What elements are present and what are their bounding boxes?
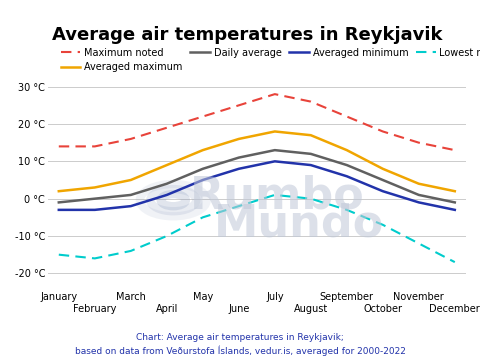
Text: February: February [73,304,117,314]
Averaged maximum [416,181,421,186]
Daily average [236,156,241,160]
Lowest noted [308,197,313,201]
Averaged minimum [416,200,421,204]
Averaged maximum [344,148,349,152]
Text: July: July [266,292,284,302]
Averaged maximum [92,185,97,190]
Text: March: March [116,292,146,302]
Maximum noted [56,144,61,149]
Averaged minimum [380,189,385,193]
Maximum noted [200,114,205,119]
Daily average [128,193,133,197]
Lowest noted [164,234,169,238]
Maximum noted [236,103,241,108]
Averaged minimum [344,174,349,179]
Daily average [200,167,205,171]
Daily average [380,178,385,182]
Lowest noted [416,241,421,246]
Lowest noted [236,204,241,208]
Averaged maximum [272,129,277,134]
Averaged minimum [308,163,313,167]
Averaged minimum [128,204,133,208]
Averaged maximum [308,133,313,138]
Lowest noted [272,193,277,197]
Daily average [56,200,61,204]
Lowest noted [56,252,61,257]
Maximum noted [272,92,277,96]
Averaged minimum [92,208,97,212]
Lowest noted [380,222,385,227]
Text: September: September [320,292,374,302]
Text: April: April [156,304,178,314]
Daily average [164,181,169,186]
Averaged maximum [452,189,457,193]
Averaged maximum [380,167,385,171]
Averaged maximum [56,189,61,193]
Averaged minimum [236,167,241,171]
Line: Averaged minimum: Averaged minimum [59,161,455,210]
Text: Rumbo: Rumbo [190,175,365,218]
Averaged minimum [452,208,457,212]
Maximum noted [344,114,349,119]
Text: December: December [430,304,480,314]
Daily average [272,148,277,152]
Averaged minimum [56,208,61,212]
Lowest noted [452,260,457,264]
Averaged minimum [272,159,277,163]
Averaged maximum [200,148,205,152]
Text: Mundo: Mundo [214,203,384,246]
Daily average [452,200,457,204]
Text: August: August [294,304,328,314]
Maximum noted [92,144,97,149]
Averaged maximum [128,178,133,182]
Maximum noted [380,129,385,134]
Text: October: October [363,304,402,314]
Text: June: June [228,304,250,314]
Text: Chart: Average air temperatures in Reykjavik;
based on data from Veðurstofa Ísla: Chart: Average air temperatures in Reykj… [74,333,406,356]
Averaged maximum [236,137,241,141]
Maximum noted [128,137,133,141]
Averaged minimum [164,193,169,197]
Lowest noted [128,249,133,253]
Line: Maximum noted: Maximum noted [59,94,455,150]
Maximum noted [308,99,313,104]
Lowest noted [92,256,97,261]
Maximum noted [164,126,169,130]
Text: January: January [40,292,77,302]
Text: November: November [394,292,444,302]
Line: Lowest noted: Lowest noted [59,195,455,262]
Text: May: May [192,292,213,302]
Maximum noted [452,148,457,152]
Lowest noted [344,208,349,212]
Legend: Maximum noted, Averaged maximum, Daily average, Averaged minimum, Lowest noted: Maximum noted, Averaged maximum, Daily a… [57,44,480,76]
Daily average [92,197,97,201]
Daily average [416,193,421,197]
Averaged minimum [200,178,205,182]
Lowest noted [200,215,205,220]
Daily average [308,152,313,156]
Averaged maximum [164,163,169,167]
Line: Averaged maximum: Averaged maximum [59,131,455,191]
Daily average [344,163,349,167]
Line: Daily average: Daily average [59,150,455,202]
Text: Average air temperatures in Reykjavik: Average air temperatures in Reykjavik [52,26,443,44]
Maximum noted [416,140,421,145]
